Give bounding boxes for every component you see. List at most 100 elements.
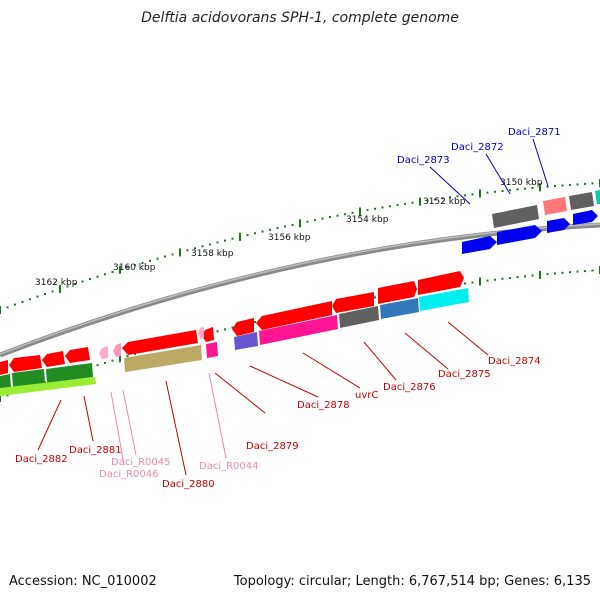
- outer-minor-tick-49: [366, 209, 369, 212]
- gene-uvrc[interactable]: [256, 301, 332, 330]
- gene-daci-r0046[interactable]: [99, 346, 108, 359]
- label-daci-2874[interactable]: Daci_2874: [488, 356, 541, 367]
- gene-daci-2872[interactable]: [497, 225, 542, 245]
- scale-label-3154: 3154 kbp: [346, 215, 389, 225]
- gene-daci-2871[interactable]: [547, 218, 570, 233]
- outer-minor-tick-57: [426, 199, 429, 202]
- inner-minor-tick-63: [471, 281, 474, 284]
- outer-major-tick-24: [179, 248, 181, 257]
- outer-minor-tick-38: [284, 225, 286, 228]
- gene-daci-2876[interactable]: [332, 292, 374, 313]
- label-daci-2880[interactable]: Daci_2880: [162, 479, 215, 490]
- outer-minor-tick-51: [381, 206, 384, 209]
- label-daci-2878[interactable]: Daci_2878: [297, 400, 350, 411]
- label-daci-2882[interactable]: Daci_2882: [15, 454, 68, 465]
- outer-minor-tick-65: [486, 191, 489, 194]
- gene-daci-2874[interactable]: [418, 271, 464, 295]
- outer-minor-tick-13: [96, 275, 99, 278]
- label-uvrc[interactable]: uvrC: [355, 390, 378, 401]
- outer-minor-tick-11: [81, 280, 84, 283]
- label-daci-2876[interactable]: Daci_2876: [383, 382, 436, 393]
- gene-daci-2875[interactable]: [378, 281, 417, 304]
- func-cyan: [419, 288, 469, 311]
- scale-label-3156: 3156 kbp: [268, 233, 311, 243]
- func-magenta-small: [206, 342, 218, 358]
- label-daci-2872[interactable]: Daci_2872: [451, 142, 504, 153]
- outer-major-tick-48: [359, 207, 361, 216]
- outer-minor-tick-52: [389, 205, 391, 208]
- gene-daci-2879[interactable]: [202, 327, 214, 342]
- leader-daci-r0045: [122, 389, 137, 456]
- inner-minor-tick-67: [501, 277, 504, 280]
- outer-minor-tick-23: [171, 253, 174, 256]
- outer-major-tick-16: [119, 265, 121, 274]
- outer-minor-tick-41: [306, 220, 309, 223]
- label-daci-2881[interactable]: Daci_2881: [69, 445, 122, 456]
- gene-daci-2880[interactable]: [122, 330, 198, 355]
- func-green-2: [12, 369, 45, 387]
- inner-minor-tick-77: [576, 270, 579, 273]
- inner-minor-tick-17: [126, 355, 129, 358]
- outer-minor-tick-53: [396, 204, 399, 207]
- leader-daci-2874: [447, 321, 489, 356]
- gene-daci-2873[interactable]: [462, 236, 497, 254]
- label-daci-r0045[interactable]: Daci_R0045: [111, 457, 171, 468]
- gene-daci-2878[interactable]: [232, 318, 254, 336]
- inner-minor-tick-65: [486, 279, 489, 282]
- inner-minor-tick-75: [561, 271, 564, 274]
- outer-minor-tick-35: [261, 230, 264, 233]
- outer-minor-tick-45: [336, 214, 339, 217]
- func-gray-2: [569, 192, 594, 210]
- outer-minor-tick-50: [374, 207, 376, 210]
- leader-daci-2875: [404, 332, 449, 370]
- inner-major-tick-72: [539, 270, 541, 279]
- gene-daci-2882[interactable]: [9, 355, 42, 372]
- func-pink-1: [543, 197, 567, 215]
- outer-minor-tick-37: [276, 227, 279, 230]
- outer-scale-ticks: [0, 179, 600, 314]
- outer-minor-tick-71: [531, 187, 534, 189]
- gene-left-red-b[interactable]: [0, 360, 8, 375]
- outer-minor-tick-59: [441, 197, 444, 200]
- outer-minor-tick-31: [231, 237, 234, 240]
- inner-minor-tick-68: [509, 277, 511, 279]
- outer-minor-tick-7: [51, 290, 54, 293]
- inner-minor-tick-6: [44, 381, 46, 384]
- scale-label-3160: 3160 kbp: [113, 263, 156, 273]
- leader-lines: [37, 138, 549, 476]
- label-daci-2879[interactable]: Daci_2879: [246, 441, 299, 452]
- leader-daci-2879: [214, 372, 266, 414]
- outer-minor-tick-14: [104, 273, 106, 276]
- outer-minor-tick-33: [246, 234, 249, 237]
- gene-daci-r0045[interactable]: [113, 343, 121, 357]
- inner-minor-tick-13: [96, 364, 99, 367]
- outer-minor-tick-79: [591, 182, 594, 185]
- inner-minor-tick-18: [134, 352, 136, 355]
- inner-minor-tick-14: [104, 361, 106, 364]
- gene-daci-r0044[interactable]: [198, 327, 204, 339]
- outer-minor-tick-22: [164, 255, 166, 258]
- gene-daci-2881[interactable]: [65, 347, 90, 363]
- gene-left-red-a[interactable]: [42, 351, 65, 367]
- outer-major-tick-0: [0, 306, 1, 314]
- leader-daci-2871: [532, 138, 549, 187]
- label-daci-2873[interactable]: Daci_2873: [397, 155, 450, 166]
- outer-major-tick-56: [419, 197, 421, 206]
- outer-minor-tick-20: [149, 259, 151, 262]
- page-title: Delftia acidovorans SPH-1, complete geno…: [141, 10, 459, 26]
- label-daci-2871[interactable]: Daci_2871: [508, 127, 561, 138]
- label-daci-2875[interactable]: Daci_2875: [438, 369, 491, 380]
- label-daci-r0046[interactable]: Daci_R0046: [99, 469, 159, 480]
- leader-daci-2876: [363, 341, 397, 381]
- label-daci-r0044[interactable]: Daci_R0044: [199, 461, 259, 472]
- outer-major-tick-40: [299, 219, 301, 228]
- outer-minor-tick-39: [291, 223, 294, 226]
- outer-minor-tick-12: [89, 278, 91, 281]
- outer-major-tick-32: [239, 232, 241, 241]
- inner-minor-tick-70: [524, 275, 526, 278]
- accession-text: Accession: NC_010002: [9, 574, 157, 589]
- gene-blue-edge[interactable]: [573, 210, 598, 225]
- outer-minor-tick-69: [516, 188, 519, 191]
- outer-minor-tick-36: [269, 228, 271, 231]
